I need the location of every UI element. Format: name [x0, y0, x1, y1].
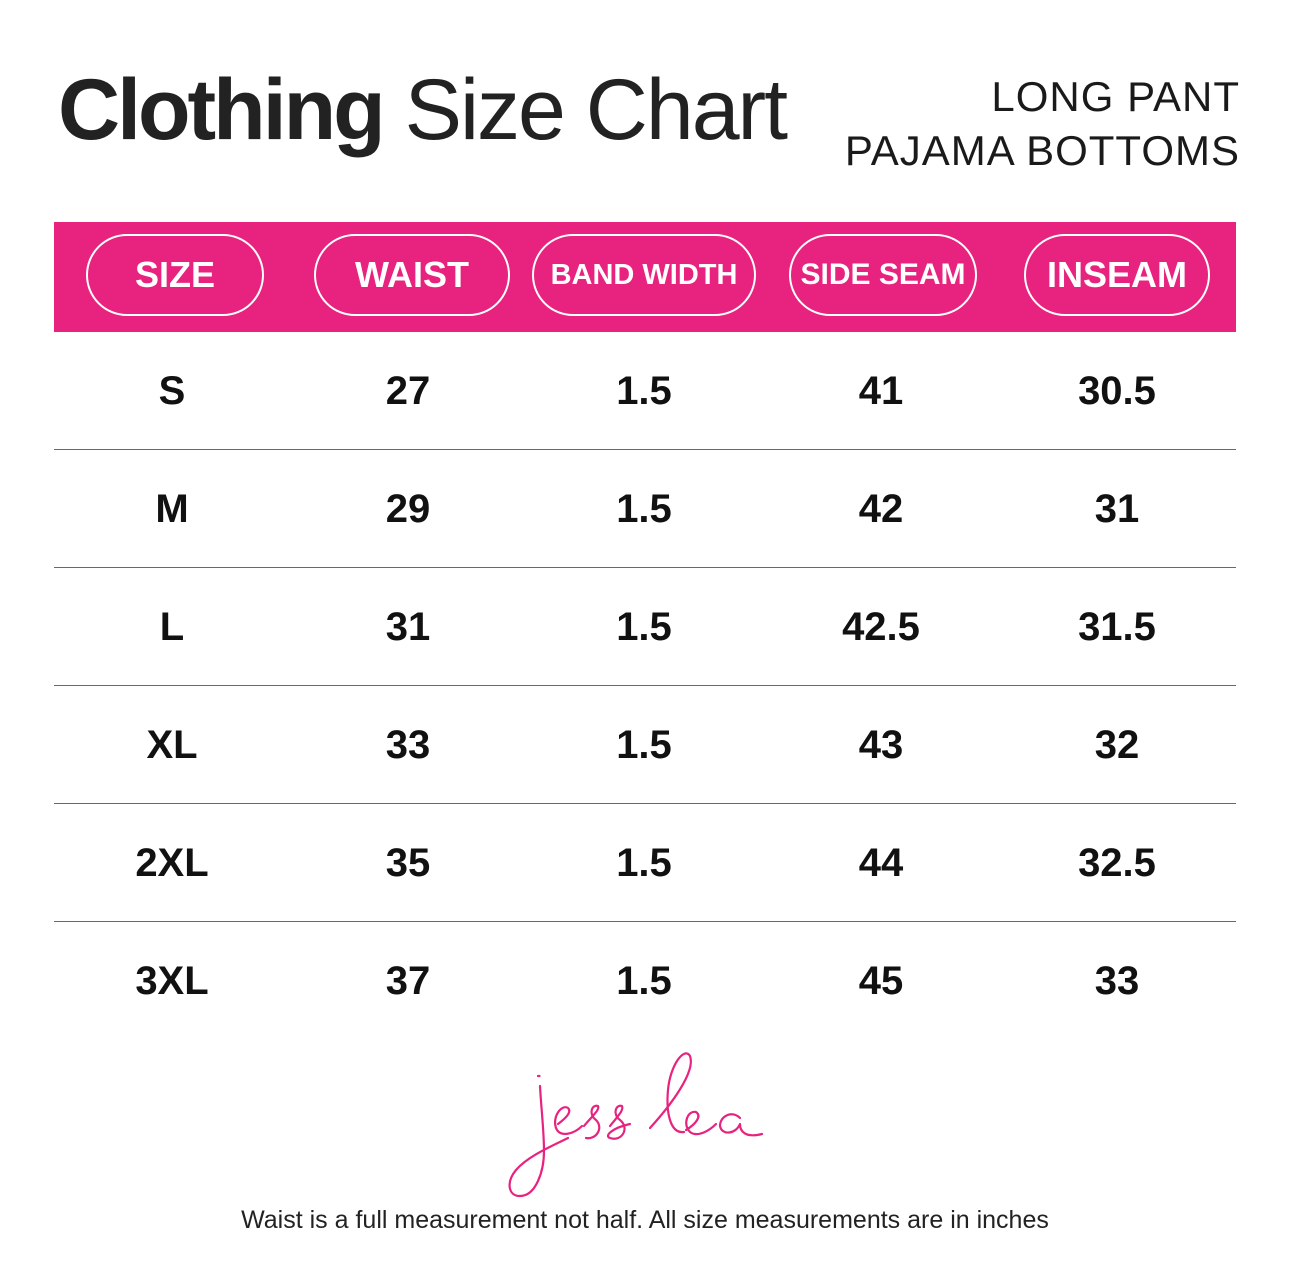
- cell-band-width: 1.5: [616, 722, 672, 767]
- cell-size: S: [158, 368, 186, 413]
- table-header: SIZE WAIST BAND WIDTH SIDE SEAM INSEAM: [54, 222, 1236, 332]
- cell-inseam: 31.5: [1078, 604, 1156, 649]
- table-row: M 29 1.5 42 31: [54, 450, 1236, 568]
- table-row: 3XL 37 1.5 45 33: [54, 922, 1236, 1040]
- cell-size: XL: [146, 722, 198, 767]
- cell-size: 2XL: [135, 840, 209, 885]
- header-inseam: INSEAM: [1024, 234, 1210, 316]
- cell-side-seam: 44: [858, 840, 904, 885]
- header-side-seam: SIDE SEAM: [789, 234, 977, 316]
- cell-side-seam: 42: [858, 486, 904, 531]
- cell-side-seam: 43: [858, 722, 904, 767]
- title-light: Size Chart: [404, 62, 788, 158]
- header-waist: WAIST: [314, 234, 510, 316]
- cell-waist: 37: [385, 958, 431, 1003]
- cell-band-width: 1.5: [616, 368, 672, 413]
- header-size: SIZE: [86, 234, 264, 316]
- brand-signature-logo: [508, 1052, 764, 1198]
- header-band-width: BAND WIDTH: [532, 234, 756, 316]
- cell-band-width: 1.5: [616, 958, 672, 1003]
- cell-waist: 35: [385, 840, 431, 885]
- product-subtitle: LONG PANT PAJAMA BOTTOMS: [845, 70, 1240, 178]
- page-title: Clothing Size Chart: [58, 60, 788, 160]
- cell-waist: 33: [385, 722, 431, 767]
- cell-band-width: 1.5: [616, 840, 672, 885]
- cell-inseam: 33: [1094, 958, 1140, 1003]
- cell-size: 3XL: [135, 958, 209, 1003]
- table-row: 2XL 35 1.5 44 32.5: [54, 804, 1236, 922]
- cell-inseam: 32.5: [1078, 840, 1156, 885]
- cell-side-seam: 41: [858, 368, 904, 413]
- cell-side-seam: 42.5: [842, 604, 920, 649]
- measurement-footnote: Waist is a full measurement not half. Al…: [241, 1206, 1049, 1234]
- cell-inseam: 32: [1094, 722, 1140, 767]
- cell-size: M: [155, 486, 189, 531]
- table-row: S 27 1.5 41 30.5: [54, 332, 1236, 450]
- title-bold: Clothing: [58, 62, 386, 158]
- table-row: L 31 1.5 42.5 31.5: [54, 568, 1236, 686]
- cell-waist: 31: [385, 604, 431, 649]
- cell-waist: 29: [385, 486, 431, 531]
- cell-side-seam: 45: [858, 958, 904, 1003]
- cell-waist: 27: [385, 368, 431, 413]
- cell-size: L: [159, 604, 185, 649]
- cell-inseam: 31: [1094, 486, 1140, 531]
- cell-band-width: 1.5: [616, 486, 672, 531]
- table-row: XL 33 1.5 43 32: [54, 686, 1236, 804]
- cell-band-width: 1.5: [616, 604, 672, 649]
- subtitle-line-1: LONG PANT: [991, 73, 1240, 120]
- size-table-body: S 27 1.5 41 30.5 M 29 1.5 42 31 L 31 1.5…: [54, 332, 1236, 1040]
- subtitle-line-2: PAJAMA BOTTOMS: [844, 127, 1240, 174]
- cell-inseam: 30.5: [1078, 368, 1156, 413]
